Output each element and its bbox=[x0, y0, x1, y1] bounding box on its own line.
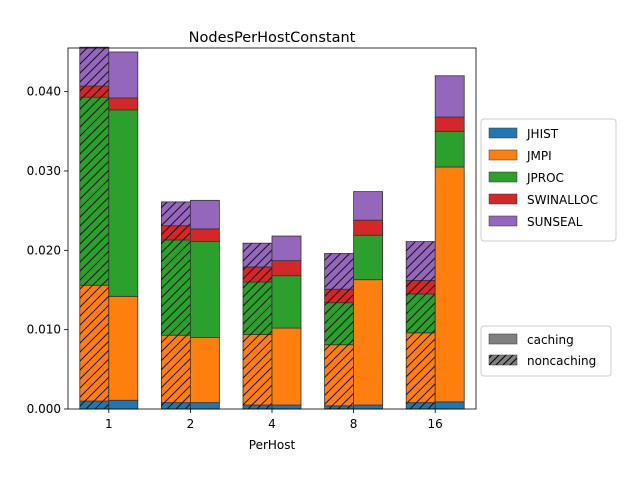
plot-area: 1 2 4 8 16 0.000 0.010 0.020 0.030 0.040 bbox=[27, 46, 477, 431]
bar-hatch-sunseal-1 bbox=[79, 47, 109, 87]
legend-label-noncaching: noncaching bbox=[527, 354, 596, 368]
bar-jmpi-caching-2 bbox=[189, 337, 220, 404]
bar-swinalloc-caching-16 bbox=[434, 116, 465, 132]
bar-hatch-swinalloc-1 bbox=[79, 86, 109, 98]
bar-hatch-jmpi-2 bbox=[161, 335, 191, 403]
legend-label-swinalloc: SWINALLOC bbox=[527, 193, 598, 207]
bar-hatch-jhist-4 bbox=[243, 405, 272, 409]
x-axis-label: PerHost bbox=[249, 438, 296, 452]
bar-hatch-jproc-8 bbox=[324, 302, 354, 345]
bar-hatch-jhist-8 bbox=[324, 405, 354, 409]
bar-jproc-caching-8 bbox=[353, 234, 384, 281]
bar-jhist-caching-4 bbox=[271, 404, 302, 410]
bar-hatch-sunseal-4 bbox=[243, 243, 272, 267]
legend-swatch-jhist bbox=[488, 127, 518, 139]
bar-hatch-jproc-2 bbox=[161, 240, 191, 336]
bar-swinalloc-caching-1 bbox=[108, 97, 139, 111]
legend-hatch-noncaching bbox=[489, 355, 517, 365]
bar-hatch-jmpi-1 bbox=[79, 285, 109, 402]
legend-series: JHIST JMPI JPROC SWINALLOC SUNSEAL bbox=[480, 118, 617, 242]
bar-hatch-jhist-2 bbox=[161, 402, 191, 409]
bar-jproc-caching-2 bbox=[189, 241, 220, 338]
bar-swinalloc-caching-2 bbox=[189, 228, 220, 242]
bar-jmpi-caching-1 bbox=[108, 295, 139, 401]
bar-hatch-jmpi-8 bbox=[324, 344, 354, 406]
legend-swatch-swinalloc bbox=[488, 193, 518, 205]
x-tick-label: 4 bbox=[268, 417, 276, 431]
bar-jhist-caching-8 bbox=[353, 404, 384, 410]
bar-jproc-caching-1 bbox=[108, 109, 139, 297]
x-tick-label: 2 bbox=[187, 417, 195, 431]
bar-jhist-caching-1 bbox=[108, 399, 139, 410]
bar-hatch-sunseal-16 bbox=[406, 241, 436, 281]
bar-hatch-swinalloc-4 bbox=[243, 266, 272, 283]
y-tick-label: 0.010 bbox=[27, 323, 61, 337]
bar-hatch-jproc-1 bbox=[79, 97, 109, 286]
bar-hatch-jhist-1 bbox=[79, 401, 109, 409]
legend-label-jmpi: JMPI bbox=[526, 149, 552, 163]
y-tick-label: 0.020 bbox=[27, 243, 61, 257]
legend-label-caching: caching bbox=[527, 333, 574, 347]
bar-sunseal-caching-1 bbox=[108, 51, 139, 99]
bar-jproc-caching-4 bbox=[271, 275, 302, 329]
y-tick-label: 0.000 bbox=[27, 402, 61, 416]
legend-hatch: caching noncaching bbox=[480, 325, 612, 377]
bar-hatch-jhist-16 bbox=[406, 402, 436, 409]
x-tick-label: 8 bbox=[350, 417, 358, 431]
legend-swatch-jproc bbox=[488, 171, 518, 183]
y-tick-label: 0.030 bbox=[27, 164, 61, 178]
bar-hatch-jproc-16 bbox=[406, 293, 436, 333]
legend-series-box bbox=[480, 118, 617, 242]
bar-swinalloc-caching-4 bbox=[271, 260, 302, 277]
bar-hatch-jmpi-16 bbox=[406, 332, 436, 403]
y-tick-label: 0.040 bbox=[27, 85, 61, 99]
legend-swatch-caching bbox=[488, 333, 518, 345]
bar-hatch-jmpi-4 bbox=[243, 334, 272, 406]
bar-sunseal-caching-2 bbox=[189, 199, 220, 230]
bar-jmpi-caching-8 bbox=[353, 279, 384, 406]
bar-hatch-swinalloc-16 bbox=[406, 280, 436, 294]
x-tick-label: 16 bbox=[428, 417, 443, 431]
bar-hatch-swinalloc-2 bbox=[161, 225, 191, 241]
legend-swatch-sunseal bbox=[488, 215, 518, 227]
legend-label-jhist: JHIST bbox=[526, 127, 559, 141]
axes-frame bbox=[67, 47, 477, 410]
bar-hatch-sunseal-8 bbox=[324, 253, 354, 290]
bar-hatch-jproc-4 bbox=[243, 282, 272, 335]
legend-swatch-jmpi bbox=[488, 149, 518, 161]
legend-label-jproc: JPROC bbox=[526, 171, 564, 185]
x-tick-label: 1 bbox=[105, 417, 113, 431]
bar-jmpi-caching-4 bbox=[271, 327, 302, 406]
legend-label-sunseal: SUNSEAL bbox=[527, 215, 583, 229]
bar-jproc-caching-16 bbox=[434, 130, 465, 168]
bar-sunseal-caching-16 bbox=[434, 75, 465, 118]
bar-jmpi-caching-16 bbox=[434, 166, 465, 403]
bar-jhist-caching-2 bbox=[189, 402, 220, 410]
chart-title: NodesPerHostConstant bbox=[189, 30, 356, 46]
bar-hatch-swinalloc-8 bbox=[324, 289, 354, 303]
bar-swinalloc-caching-8 bbox=[353, 219, 384, 236]
bar-sunseal-caching-4 bbox=[271, 235, 302, 262]
bar-jhist-caching-16 bbox=[434, 401, 465, 410]
bar-sunseal-caching-8 bbox=[353, 191, 384, 221]
bar-hatch-sunseal-2 bbox=[161, 201, 191, 226]
